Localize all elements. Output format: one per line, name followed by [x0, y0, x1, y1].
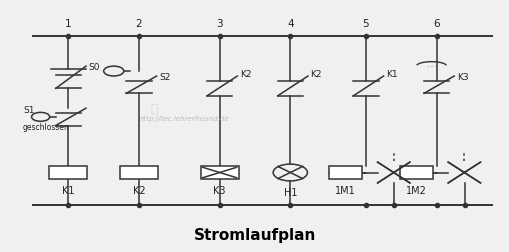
Text: 6: 6: [433, 19, 439, 29]
Bar: [201, 167, 238, 179]
Text: Stromlaufplan: Stromlaufplan: [193, 227, 316, 242]
Text: S0: S0: [89, 63, 100, 72]
Text: . . .: . . .: [426, 63, 436, 68]
Text: 1M2: 1M2: [405, 185, 426, 195]
Text: geschlossen: geschlossen: [23, 122, 70, 131]
Text: K1: K1: [62, 185, 74, 195]
Text: http://tec.lehrerfreund.de: http://tec.lehrerfreund.de: [139, 116, 229, 122]
Text: K2: K2: [132, 185, 145, 195]
Text: K2: K2: [310, 70, 321, 79]
Text: S1: S1: [23, 106, 35, 115]
Text: K1: K1: [385, 70, 397, 79]
Text: 5: 5: [362, 19, 369, 29]
Text: 🦉: 🦉: [150, 102, 158, 115]
Text: S2: S2: [159, 73, 170, 82]
Text: 1: 1: [65, 19, 72, 29]
Bar: [329, 167, 361, 179]
Text: K3: K3: [213, 185, 225, 195]
Bar: [399, 167, 432, 179]
Bar: [120, 167, 158, 179]
Text: 3: 3: [216, 19, 222, 29]
Text: 2: 2: [135, 19, 142, 29]
Text: H1: H1: [283, 187, 296, 197]
Bar: [49, 167, 87, 179]
Text: 4: 4: [287, 19, 293, 29]
Text: K2: K2: [239, 70, 251, 79]
Text: K3: K3: [456, 73, 467, 82]
Text: 1M1: 1M1: [335, 185, 355, 195]
